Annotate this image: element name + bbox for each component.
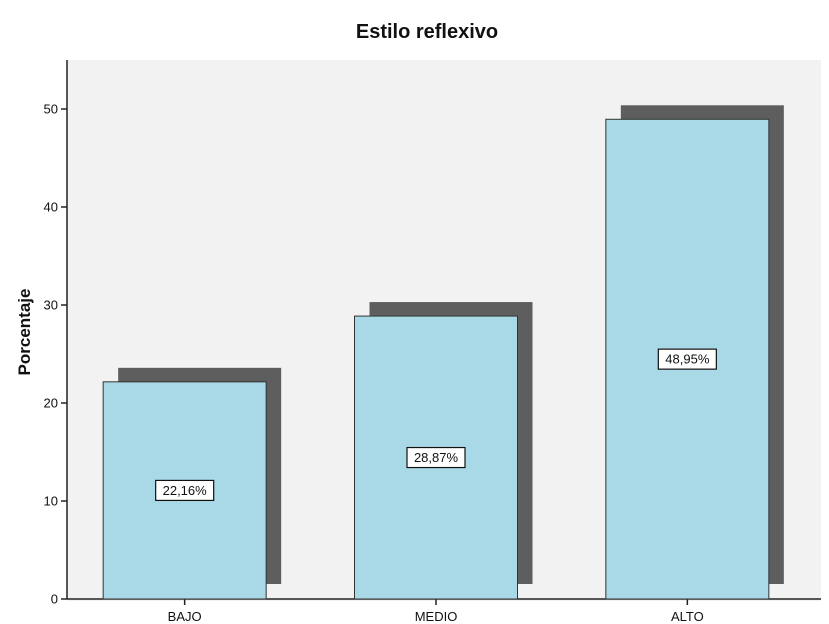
y-tick-label: 40 [44,200,58,215]
data-label-box [406,446,466,469]
y-axis: 0 10 20 30 40 50 [44,60,68,607]
data-label: 22,16% [163,483,208,498]
x-tick-label: ALTO [671,609,704,624]
data-label-box [657,348,717,370]
chart-title: Estilo reflexivo [356,21,498,43]
data-label: 48,95% [665,352,710,367]
x-axis: BAJO MEDIO ALTO [67,598,821,624]
y-tick-label: 30 [44,298,58,313]
data-label: 28,87% [414,450,459,465]
y-tick-label: 10 [44,494,58,509]
y-tick-label: 0 [51,592,58,607]
x-tick-label: MEDIO [415,609,458,624]
data-label-box [155,479,215,502]
x-tick-label: BAJO [168,609,202,624]
y-tick-label: 20 [44,396,58,411]
bars-group: 22,16% 28,87% 48,95% [102,105,784,600]
y-axis-label: Porcentaje [15,289,34,376]
y-tick-label: 50 [44,102,58,117]
